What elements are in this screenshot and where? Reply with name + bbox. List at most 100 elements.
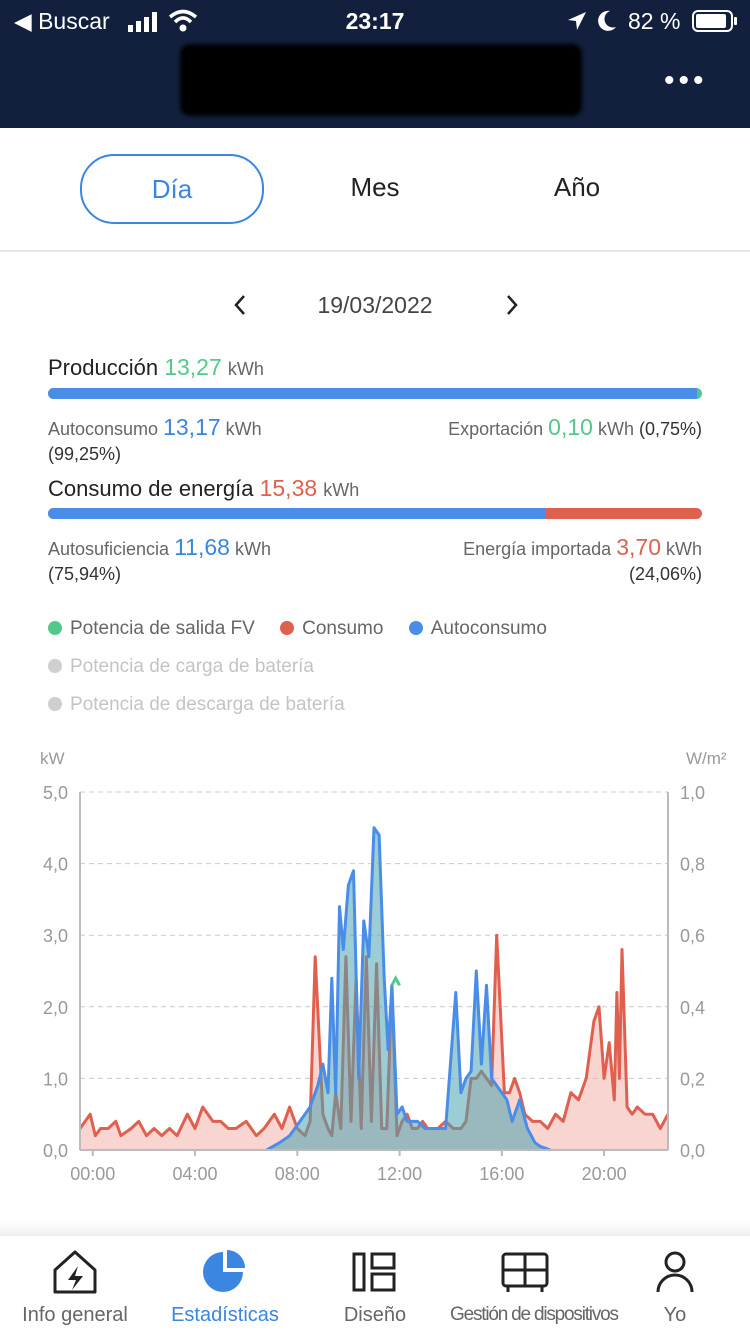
- legend-label-carga: Potencia de carga de batería: [70, 656, 315, 677]
- y2-tick-label: 0,6: [680, 926, 705, 946]
- legend-item-fv[interactable]: Potencia de salida FV: [48, 618, 255, 639]
- autoconsumo-value: 13,17: [163, 414, 221, 440]
- autosuficiencia-stat: Autosuficiencia 11,68 kWh: [48, 534, 271, 561]
- legend-item-consumo[interactable]: Consumo: [280, 618, 383, 639]
- nav-estadisticas[interactable]: Estadísticas: [150, 1236, 300, 1334]
- exportacion-unit: kWh: [597, 419, 634, 439]
- x-tick-label: 00:00: [70, 1164, 115, 1184]
- y-axis-unit-right: W/m²: [686, 749, 727, 768]
- chart-legend-row-1: Potencia de salida FV Consumo Autoconsum…: [48, 618, 567, 640]
- back-arrow-icon: ◀: [14, 8, 32, 34]
- legend-label-fv: Potencia de salida FV: [70, 618, 255, 639]
- autoconsumo-stat: Autoconsumo 13,17 kWh: [48, 414, 262, 441]
- production-self-fill: [48, 388, 698, 399]
- consumption-header: Consumo de energía 15,38 kWh: [48, 475, 359, 502]
- autoconsumo-series-line[interactable]: [265, 826, 551, 1152]
- power-chart[interactable]: kW W/m² 0,0 0,0 1,0 0,2 2,0 0,4 3,0 0,6 4,0 0,8 5,…: [0, 736, 750, 1196]
- consumption-title: Consumo de energía: [48, 476, 254, 501]
- more-dots-icon[interactable]: •••: [664, 64, 708, 97]
- y-tick-label: 3,0: [43, 926, 68, 946]
- autoconsumo-unit: kWh: [225, 419, 262, 439]
- exportacion-pct: (0,75%): [638, 419, 702, 439]
- tab-ano[interactable]: Año: [553, 172, 601, 202]
- y-tick-label: 0,0: [43, 1141, 68, 1161]
- exportacion-stat: Exportación 0,10 kWh (0,75%): [448, 414, 702, 441]
- nav-label-yo: Yo: [663, 1304, 687, 1326]
- status-bar: ◀ Buscar 23:17 82 %: [0, 0, 750, 42]
- cellular-signal-icon: [128, 12, 157, 32]
- period-tabs: Día Mes Año: [0, 128, 750, 252]
- x-tick-label: 04:00: [173, 1164, 218, 1184]
- legend-dot-consumo: [280, 621, 295, 635]
- y2-tick-label: 0,0: [680, 1141, 705, 1161]
- legend-dot-carga: [48, 659, 62, 673]
- production-unit: kWh: [227, 359, 264, 379]
- bottom-nav: Info general Estadísticas Diseño Gestión…: [0, 1236, 750, 1334]
- y-tick-label: 2,0: [43, 998, 68, 1018]
- y2-tick-label: 1,0: [680, 783, 705, 803]
- legend-dot-fv: [48, 621, 62, 635]
- production-value: 13,27: [164, 354, 222, 380]
- legend-item-autoconsumo[interactable]: Autoconsumo: [408, 618, 547, 639]
- y-tick-label: 5,0: [43, 783, 68, 803]
- nav-info-general[interactable]: Info general: [0, 1236, 150, 1334]
- layout-icon: [352, 1252, 396, 1292]
- consumption-self-fill: [48, 508, 545, 519]
- tab-dia[interactable]: Día: [80, 154, 264, 224]
- autosuficiencia-pct: (75,94%): [48, 564, 122, 584]
- y2-tick-label: 0,4: [680, 998, 705, 1018]
- legend-label-descarga: Potencia de descarga de batería: [70, 694, 345, 715]
- legend-item-descarga[interactable]: Potencia de descarga de batería: [48, 694, 345, 715]
- consumption-value: 15,38: [259, 475, 318, 501]
- fv-series-line[interactable]: [390, 975, 401, 987]
- autoconsumo-label: Autoconsumo: [48, 419, 159, 439]
- consumption-unit: kWh: [323, 480, 360, 500]
- current-date[interactable]: 19/03/2022: [317, 292, 433, 318]
- production-title: Producción: [48, 355, 159, 380]
- legend-label-autoconsumo: Autoconsumo: [430, 618, 547, 639]
- legend-dot-autoconsumo: [408, 621, 423, 635]
- autosuficiencia-label: Autosuficiencia: [48, 539, 170, 559]
- battery-icon: [692, 10, 737, 32]
- consumption-bar: [48, 508, 702, 519]
- battery-percent: 82 %: [628, 8, 681, 34]
- legend-dot-descarga: [48, 697, 62, 711]
- nav-label-diseno: Diseño: [343, 1304, 407, 1326]
- y-tick-label: 1,0: [43, 1069, 68, 1089]
- nav-yo[interactable]: Yo: [600, 1236, 750, 1334]
- back-label: Buscar: [38, 8, 110, 34]
- chevron-left-icon[interactable]: [230, 290, 250, 320]
- back-to-search-link[interactable]: ◀ Buscar: [14, 8, 110, 35]
- location-arrow-icon: [568, 12, 586, 30]
- chart-legend-row-2: Potencia de carga de batería: [48, 656, 334, 678]
- exportacion-label: Exportación: [448, 419, 544, 439]
- nav-divider: [0, 1222, 750, 1236]
- wifi-icon: [168, 9, 198, 32]
- legend-label-consumo: Consumo: [302, 618, 384, 639]
- y-tick-label: 4,0: [43, 855, 68, 875]
- nav-diseno[interactable]: Diseño: [300, 1236, 450, 1334]
- y-axis-unit-left: kW: [40, 749, 65, 768]
- nav-gestion-dispositivos[interactable]: Gestión de dispositivos: [450, 1236, 619, 1334]
- status-time: 23:17: [345, 8, 405, 34]
- production-bar: [48, 388, 702, 399]
- autosuficiencia-value: 11,68: [174, 534, 230, 560]
- chart-legend-row-3: Potencia de descarga de batería: [48, 694, 365, 716]
- importada-pct: (24,06%): [628, 564, 702, 584]
- x-tick-label: 20:00: [582, 1164, 627, 1184]
- legend-item-carga[interactable]: Potencia de carga de batería: [48, 656, 314, 677]
- x-tick-label: 08:00: [275, 1164, 320, 1184]
- moon-icon: [598, 10, 616, 31]
- date-selector: 19/03/2022: [0, 286, 750, 326]
- x-tick-label: 16:00: [479, 1164, 524, 1184]
- nav-label-estadisticas: Estadísticas: [171, 1304, 279, 1326]
- tab-mes[interactable]: Mes: [350, 172, 400, 202]
- pie-chart-icon: [203, 1250, 245, 1292]
- house-bolt-icon: [53, 1250, 97, 1294]
- chevron-right-icon[interactable]: [502, 290, 522, 320]
- exportacion-value: 0,10: [548, 414, 593, 440]
- user-icon: [656, 1251, 694, 1293]
- y2-tick-label: 0,2: [680, 1069, 705, 1089]
- x-tick-label: 12:00: [377, 1164, 422, 1184]
- autosuficiencia-unit: kWh: [234, 539, 271, 559]
